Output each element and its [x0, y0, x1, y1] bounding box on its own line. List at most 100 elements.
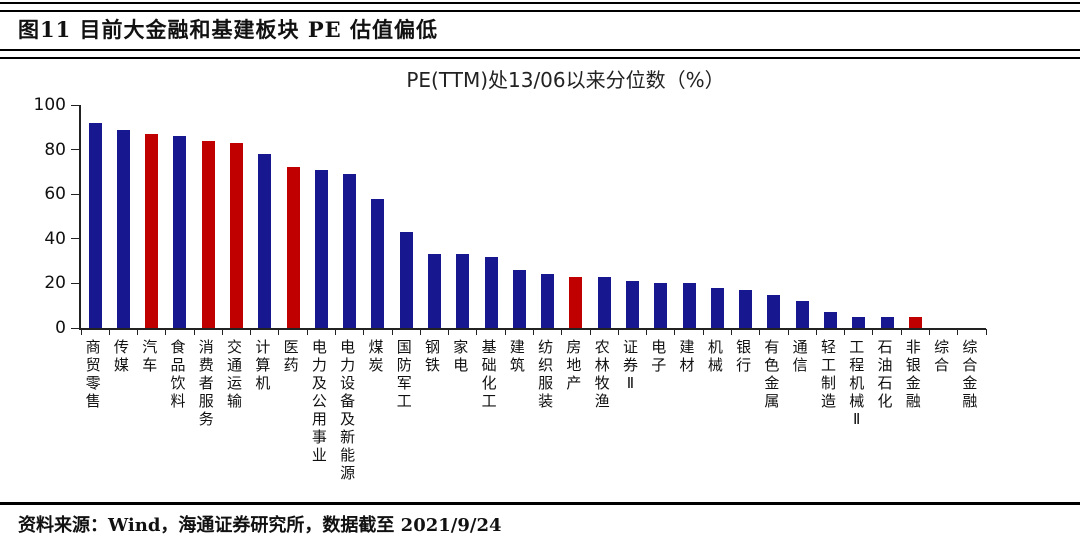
y-axis-tick: [71, 327, 79, 329]
x-axis-tick: [504, 329, 506, 335]
x-axis-label: 石油石化: [877, 338, 893, 410]
x-axis-label: 食品饮料: [170, 338, 186, 410]
chart-title: PE(TTM)处13/06以来分位数（%）: [406, 68, 725, 92]
x-axis-label: 轻工制造: [820, 338, 836, 410]
bar: [230, 142, 244, 328]
bar: [597, 276, 611, 328]
bar: [343, 174, 357, 328]
x-axis-tick: [844, 329, 846, 335]
bar: [682, 283, 696, 328]
x-axis-tick: [815, 329, 817, 335]
footer-rule: [0, 502, 1080, 505]
y-axis-tick: [71, 282, 79, 284]
x-axis-tick: [674, 329, 676, 335]
x-axis-tick: [391, 329, 393, 335]
x-axis-tick: [80, 329, 82, 335]
x-axis-label: 银行: [736, 338, 752, 374]
figure-title: 图11 目前大金融和基建板块 PE 估值偏低: [18, 17, 438, 42]
x-axis-tick: [985, 329, 987, 335]
x-axis-tick: [646, 329, 648, 335]
x-axis-tick: [108, 329, 110, 335]
bar: [201, 140, 215, 328]
x-axis-tick: [589, 329, 591, 335]
plot-area: [79, 105, 987, 335]
x-axis-label: 医药: [283, 338, 299, 374]
x-axis-label: 传媒: [113, 338, 129, 374]
y-axis-tick-label: 0: [55, 318, 66, 338]
x-axis-label: 建筑: [509, 338, 525, 374]
bar: [173, 136, 187, 328]
x-axis-label: 有色金属: [764, 338, 780, 410]
y-axis-tick-label: 40: [44, 228, 66, 249]
x-axis-tick: [900, 329, 902, 335]
bar: [767, 294, 781, 328]
bar: [710, 287, 724, 328]
x-axis-label: 消费者服务: [198, 338, 214, 428]
bar: [484, 256, 498, 328]
x-axis-tick: [278, 329, 280, 335]
bar: [795, 301, 809, 328]
bar: [569, 276, 583, 328]
x-axis-tick: [193, 329, 195, 335]
y-axis-tick: [71, 149, 79, 151]
x-axis-label: 基础化工: [481, 338, 497, 410]
bar: [541, 274, 555, 328]
x-axis-label: 煤炭: [368, 338, 384, 374]
x-axis-tick: [957, 329, 959, 335]
y-axis-tick-label: 80: [44, 139, 66, 160]
x-axis-tick: [787, 329, 789, 335]
x-axis-tick: [419, 329, 421, 335]
x-axis-tick: [165, 329, 167, 335]
x-axis-tick: [476, 329, 478, 335]
x-axis-label: 计算机: [255, 338, 271, 392]
x-axis-label: 商贸零售: [85, 338, 101, 410]
x-axis-label: 综合: [934, 338, 950, 374]
x-axis-label: 电子: [651, 338, 667, 374]
x-axis-tick: [533, 329, 534, 335]
x-axis-label: 农林牧渔: [594, 338, 610, 410]
bar: [512, 270, 526, 328]
bar: [145, 134, 159, 328]
x-axis-label: 电力设备及新能源: [340, 338, 356, 482]
x-axis-label: 纺织服装: [538, 338, 554, 410]
header-top-rule: [0, 2, 1080, 12]
bar: [739, 290, 753, 328]
bar: [852, 316, 866, 328]
y-axis-tick: [71, 193, 79, 195]
y-axis-tick-label: 100: [33, 95, 66, 115]
bar: [908, 316, 922, 328]
x-axis-tick: [617, 329, 619, 335]
x-axis-tick: [137, 329, 139, 335]
x-axis-tick: [561, 329, 563, 335]
y-axis-tick-label: 60: [44, 184, 66, 205]
bar: [371, 198, 385, 328]
x-axis-tick: [335, 329, 337, 335]
x-axis-tick: [702, 329, 704, 335]
y-axis-tick-label: 20: [44, 273, 66, 294]
x-axis-label: 综合金融: [962, 338, 978, 410]
x-axis-label: 家电: [453, 338, 469, 374]
x-axis-tick: [250, 329, 252, 335]
bar: [428, 254, 442, 328]
x-axis-label: 交通运输: [227, 338, 243, 410]
x-axis-tick: [928, 329, 930, 335]
x-axis-tick: [221, 329, 223, 335]
bar: [625, 281, 639, 328]
bar: [314, 169, 328, 328]
x-axis-tick: [730, 329, 732, 335]
header-bottom-rule: [0, 49, 1080, 59]
bar: [258, 154, 272, 328]
x-axis-tick: [759, 329, 761, 335]
bar: [654, 283, 668, 328]
x-axis-label: 钢铁: [425, 338, 441, 374]
y-axis-tick: [71, 238, 79, 240]
x-axis-tick: [306, 329, 308, 335]
x-axis-label: 电力及公用事业: [311, 338, 327, 464]
bar: [880, 316, 894, 328]
x-axis-label: 国防军工: [396, 338, 412, 410]
x-axis-label: 通信: [792, 338, 808, 374]
x-axis-tick: [872, 329, 874, 335]
x-axis-tick: [448, 329, 450, 335]
